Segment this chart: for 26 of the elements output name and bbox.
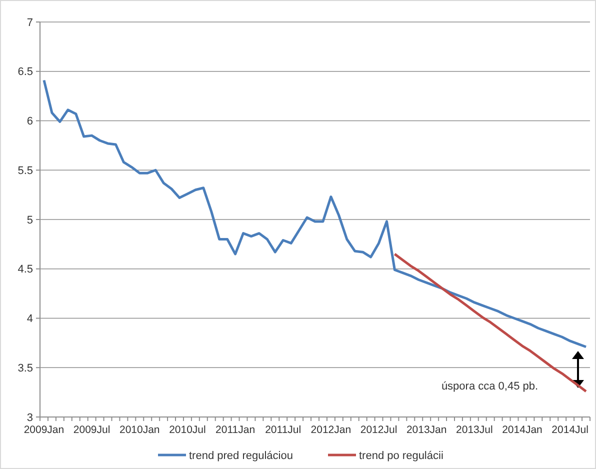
- x-tick-label: 2011Jul: [265, 424, 302, 436]
- legend-label: trend pred reguláciou: [189, 450, 293, 462]
- y-tick-label: 3: [26, 412, 33, 424]
- y-tick-label: 6.5: [18, 66, 33, 78]
- x-tick-label: 2012Jan: [310, 424, 352, 436]
- x-tick-label: 2014Jul: [552, 424, 588, 436]
- y-tick-label: 3.5: [18, 362, 33, 374]
- annotation: úspora cca 0,45 pb.: [441, 380, 538, 392]
- x-tick-label: 2010Jul: [169, 424, 206, 436]
- x-tick-label: 2010Jan: [119, 424, 160, 436]
- x-tick-label: 2013Jul: [456, 424, 493, 436]
- y-tick-label: 4.5: [18, 264, 33, 276]
- x-tick-label: 2014Jan: [502, 424, 543, 436]
- y-tick-label: 5: [26, 214, 33, 226]
- x-tick-label: 2009Jan: [24, 424, 64, 436]
- x-tick-label: 2009Jul: [73, 424, 110, 436]
- x-tick-label: 2012Jul: [360, 424, 398, 436]
- legend-label: trend po regulácii: [359, 450, 444, 462]
- y-tick-label: 4: [26, 313, 33, 326]
- y-tick-label: 6: [26, 116, 33, 128]
- x-tick-label: 2011Jan: [216, 424, 256, 436]
- y-tick-label: 7: [26, 16, 33, 29]
- y-tick-label: 5.5: [18, 164, 33, 177]
- line-series: [393, 252, 588, 393]
- line-series: [42, 79, 588, 348]
- x-tick-label: 2013Jan: [406, 424, 447, 436]
